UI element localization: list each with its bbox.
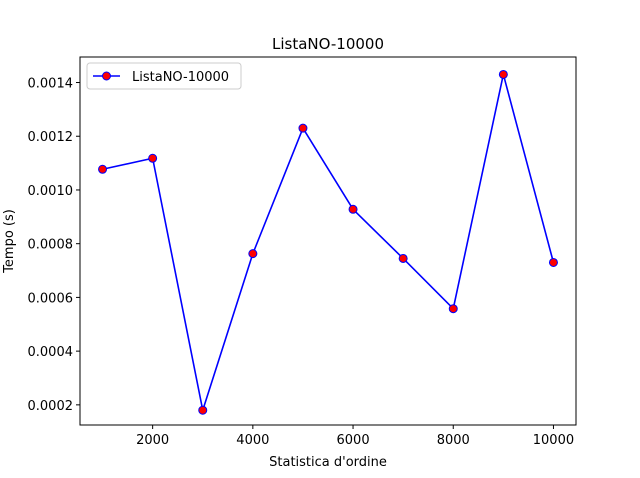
plot-layer: 2000 4000 6000 8000 10000 0.0002 0.0004 0.0006 0… [28,56,577,448]
x-tick-label: 4000 [236,433,269,448]
legend-box [86,62,242,90]
y-tick-label: 0.0010 [28,184,74,199]
data-point [148,153,158,163]
series-line [102,73,555,412]
x-tick-label: 2000 [136,433,169,448]
data-point [248,249,258,259]
y-tick-label: 0.0004 [28,345,74,360]
y-axis-title: Tempo (s) [2,209,17,274]
legend-marker [102,71,111,81]
data-point [548,257,558,267]
data-point [198,405,208,415]
data-point [298,123,308,133]
plot-frame [79,56,577,426]
data-point [448,304,458,314]
data-point [348,204,358,214]
data-point [398,253,408,263]
chart-title: ListaNO-10000 [272,35,384,53]
x-tick-label: 10000 [533,433,574,448]
y-tick-label: 0.0002 [28,399,74,414]
y-tick-label: 0.0014 [28,77,74,92]
data-point [498,69,508,79]
y-tick-label: 0.0008 [28,238,74,253]
legend: ListaNO-10000 [86,62,242,90]
x-axis-title: Statistica d'ordine [269,455,387,470]
y-tick-label: 0.0012 [28,130,74,145]
data-point [98,164,108,174]
y-tick-label: 0.0006 [28,291,74,306]
x-tick-label: 8000 [437,433,470,448]
legend-label: ListaNO-10000 [132,70,229,85]
x-tick-label: 6000 [337,433,370,448]
